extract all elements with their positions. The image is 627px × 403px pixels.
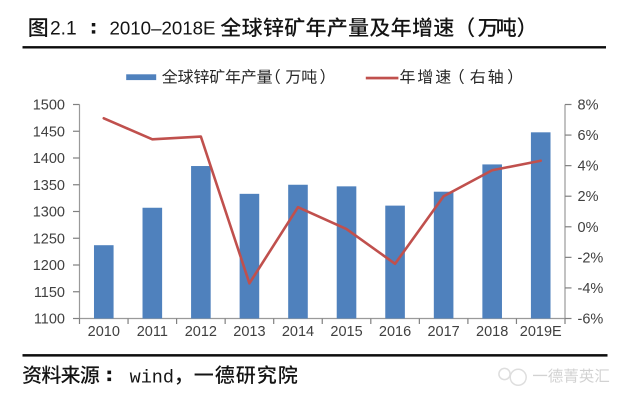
svg-text:2019E: 2019E	[520, 324, 562, 340]
svg-text:2018: 2018	[476, 324, 508, 340]
svg-text:0%: 0%	[578, 220, 599, 236]
svg-text:2016: 2016	[379, 324, 411, 340]
svg-text:1350: 1350	[33, 178, 65, 194]
svg-text:1100: 1100	[34, 312, 65, 328]
svg-text:6%: 6%	[578, 128, 599, 144]
svg-text:-4%: -4%	[578, 281, 604, 297]
svg-text:2015: 2015	[330, 324, 362, 340]
svg-text:1200: 1200	[33, 258, 65, 274]
svg-text:2%: 2%	[578, 189, 599, 205]
svg-text:2.1: 2.1	[50, 18, 77, 39]
svg-text:wind: wind	[130, 367, 174, 388]
svg-text:-6%: -6%	[578, 312, 604, 328]
svg-text:1150: 1150	[34, 285, 65, 301]
svg-text:1500: 1500	[33, 98, 65, 114]
svg-text:8%: 8%	[578, 98, 599, 114]
svg-text:1300: 1300	[33, 205, 65, 221]
svg-text:2012: 2012	[185, 324, 217, 340]
svg-text:1400: 1400	[33, 151, 65, 167]
svg-text:2010–2018E: 2010–2018E	[110, 17, 216, 38]
svg-text:2013: 2013	[233, 324, 265, 340]
svg-text:1250: 1250	[33, 231, 65, 247]
svg-text:1450: 1450	[33, 124, 65, 140]
svg-text:-2%: -2%	[578, 250, 604, 266]
svg-text:2010: 2010	[88, 324, 120, 340]
svg-text:4%: 4%	[578, 159, 599, 175]
svg-text:2011: 2011	[137, 324, 168, 340]
svg-text:2017: 2017	[427, 324, 459, 340]
svg-text:2014: 2014	[282, 324, 314, 340]
